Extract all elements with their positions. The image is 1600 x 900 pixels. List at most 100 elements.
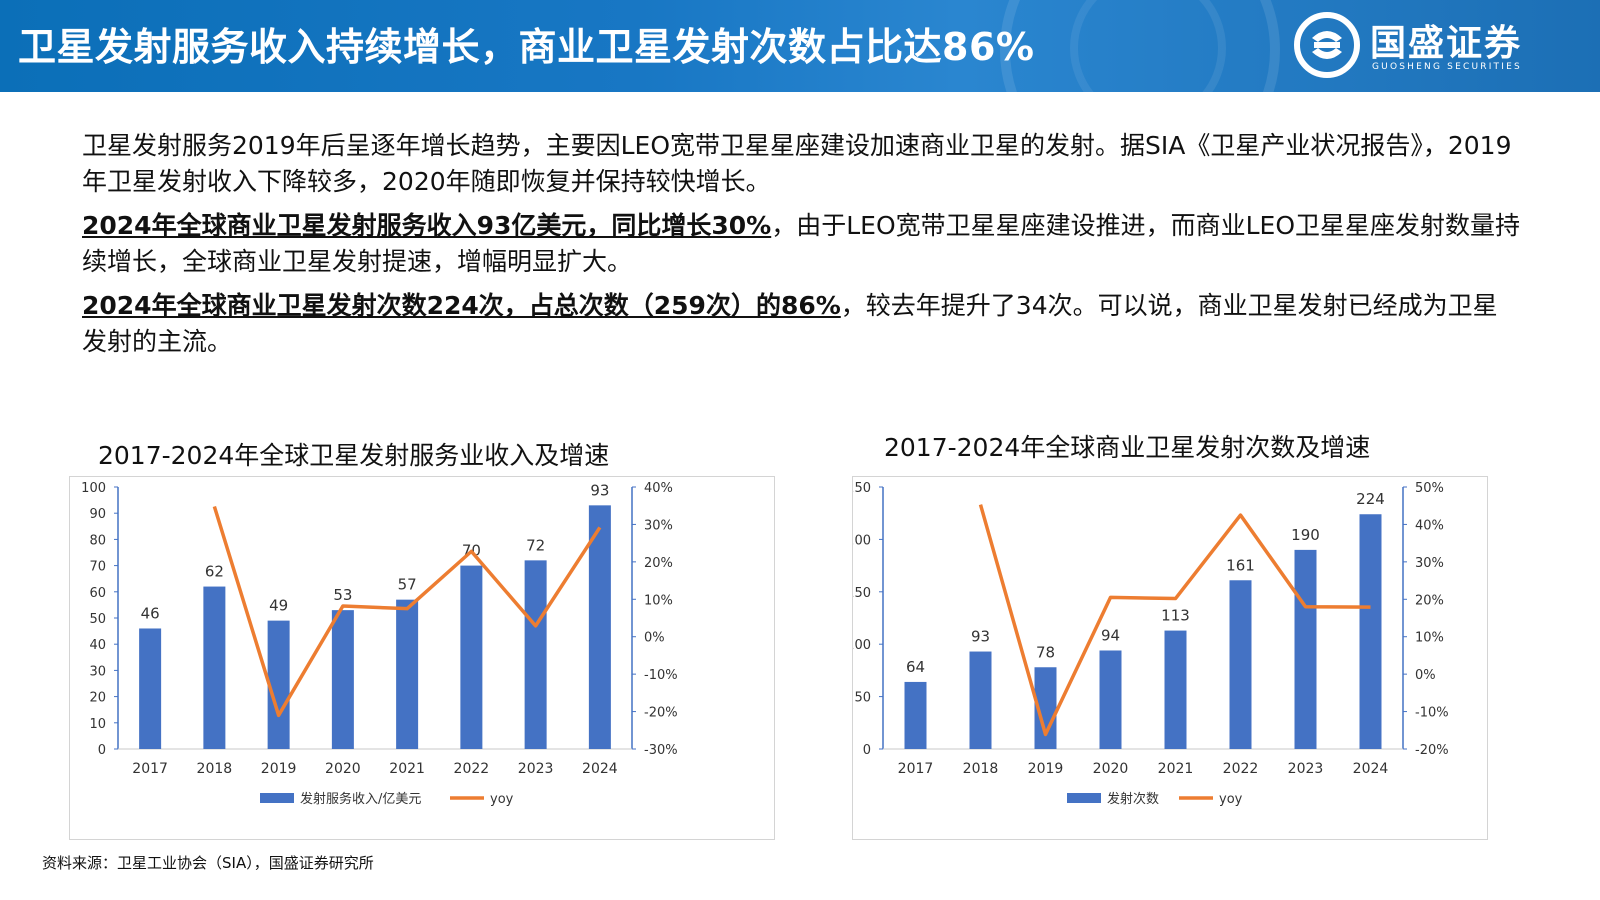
- chart-1-right-tick-label: 0%: [644, 631, 665, 646]
- chart-2-bar-label: 94: [1101, 626, 1120, 644]
- chart-1-bar: [588, 505, 611, 749]
- chart-2-right-tick-label: -10%: [1415, 706, 1449, 721]
- chart-2-bar: [1229, 580, 1252, 749]
- chart-2-x-tick-label: 2021: [1158, 761, 1194, 777]
- paragraph-2-text: ，由于LEO宽带卫星星座建设推进，而商业LEO卫星星座发射数量持续增长，全球商业…: [82, 211, 1521, 276]
- chart-2-left-tick-label: 100: [853, 638, 871, 653]
- chart-2-bar-label: 93: [971, 628, 990, 646]
- chart-1-left-tick-label: 40: [89, 638, 106, 653]
- chart-1-legend-swatch-bar: [260, 793, 294, 803]
- chart-1-left-tick-label: 80: [89, 533, 106, 548]
- decorative-ring: [1000, 0, 1280, 92]
- chart-1-right-tick-label: 10%: [644, 593, 673, 608]
- chart-2-x-tick-label: 2019: [1028, 761, 1064, 777]
- chart-2-yoy-line: [978, 504, 1371, 737]
- chart-1-bar-label: 53: [333, 586, 352, 604]
- chart-1-legend-label-bar: 发射服务收入/亿美元: [300, 791, 421, 807]
- chart-2-x-tick-label: 2024: [1353, 761, 1389, 777]
- chart-1-bar-label: 49: [269, 597, 288, 615]
- company-logo: 国盛证券 GUOSHENG SECURITIES: [1292, 10, 1552, 82]
- chart-1-bar-label: 57: [398, 576, 417, 594]
- chart-2-bar: [969, 651, 992, 749]
- logo-icon: [1294, 12, 1360, 78]
- chart-1-bar: [396, 599, 419, 749]
- chart-2-svg: 0 50 100 150 200 250 -20% -10% 0% 10% 20% 30% 40% 50%…: [846, 481, 1449, 807]
- chart-1-x-tick-label: 2020: [325, 761, 361, 777]
- paragraph-3-highlight: 2024年全球商业卫星发射次数224次，占总次数（259次）的86%: [82, 291, 841, 320]
- source-note: 资料来源：卫星工业协会（SIA），国盛证券研究所: [42, 854, 374, 872]
- chart-1-right-tick-label: 30%: [644, 518, 673, 533]
- chart-1-left-tick-label: 20: [89, 691, 106, 706]
- chart-2-x-tick-label: 2020: [1093, 761, 1129, 777]
- chart-1-right-tick-label: -10%: [644, 668, 678, 683]
- chart-1-left-tick-label: 0: [98, 743, 106, 758]
- page-title: 卫星发射服务收入持续增长，商业卫星发射次数占比达86%: [18, 25, 1035, 69]
- chart-1-right-tick-label: 40%: [644, 481, 673, 496]
- header-bar: 卫星发射服务收入持续增长，商业卫星发射次数占比达86% 国盛证券 GUOSHEN…: [0, 0, 1600, 92]
- chart-1-svg: 0 10 20 30 40 50 60 70 80 90 100 -30% -20% -10% 0% 10% 2…: [81, 481, 678, 807]
- chart-2-right-tick-label: 30%: [1415, 556, 1444, 571]
- chart-2-bar: [904, 681, 927, 749]
- chart-1-left-tick-label: 60: [89, 586, 106, 601]
- chart-2-bar: [1164, 630, 1187, 749]
- chart-2-x-tick-label: 2022: [1223, 761, 1259, 777]
- logo-text-cn: 国盛证券: [1370, 23, 1523, 64]
- chart-2-right-tick-label: -20%: [1415, 743, 1449, 758]
- chart-1-x-tick-label: 2023: [518, 761, 554, 777]
- chart-2-legend-swatch-bar: [1067, 793, 1101, 803]
- chart-1-bar: [203, 586, 226, 749]
- chart-1-bar-label: 93: [590, 481, 609, 499]
- logo-text-en: GUOSHENG SECURITIES: [1372, 62, 1522, 72]
- chart-1-left-tick-label: 90: [89, 507, 106, 522]
- chart-2-left-tick-label: 0: [863, 743, 871, 758]
- chart-1-left-tick-label: 10: [89, 717, 106, 732]
- chart-1-bar-label: 72: [526, 536, 545, 554]
- chart-1-left-tick-label: 100: [81, 481, 106, 496]
- chart-1-yoy-line: [212, 505, 602, 718]
- chart-2-title: 2017-2024年全球商业卫星发射次数及增速: [884, 433, 1371, 462]
- chart-1-bar: [267, 620, 290, 749]
- chart-1-bar: [331, 610, 354, 749]
- chart-2-right-tick-label: 50%: [1415, 481, 1444, 496]
- chart-2-left-tick-label: 50: [854, 691, 871, 706]
- chart-2-bar: [1359, 514, 1382, 749]
- paragraph-3: 2024年全球商业卫星发射次数224次，占总次数（259次）的86%，较去年提升…: [82, 288, 1522, 360]
- chart-2-bar-label: 78: [1036, 643, 1055, 661]
- chart-2-x-tick-label: 2017: [898, 761, 934, 777]
- chart-2-bar: [1034, 667, 1057, 749]
- chart-1-bar-label: 46: [141, 604, 160, 622]
- chart-1-x-tick-label: 2021: [389, 761, 425, 777]
- chart-2-legend-label-line: yoy: [1219, 792, 1243, 807]
- paragraph-1-text: 卫星发射服务2019年后呈逐年增长趋势，主要因LEO宽带卫星星座建设加速商业卫星…: [82, 131, 1512, 196]
- chart-2-bar-label: 64: [906, 658, 925, 676]
- chart-2-bar-label: 161: [1226, 556, 1255, 574]
- chart-1-right-tick-label: 20%: [644, 556, 673, 571]
- paragraph-3-text: ，较去年提升了34次。可以说，商业卫星发射已经成为卫星发射的主流。: [82, 291, 1498, 356]
- paragraph-1: 卫星发射服务2019年后呈逐年增长趋势，主要因LEO宽带卫星星座建设加速商业卫星…: [82, 128, 1522, 200]
- chart-2-left-tick-label: 200: [853, 533, 871, 548]
- chart-1-x-tick-label: 2022: [454, 761, 490, 777]
- chart-2-bar: [1294, 549, 1317, 749]
- chart-2: 0 50 100 150 200 250 -20% -10% 0% 10% 20% 30% 40% 50%…: [846, 476, 1488, 840]
- chart-2-legend-label-bar: 发射次数: [1107, 791, 1159, 807]
- decorative-ring-inner: [1070, 0, 1226, 92]
- chart-2-bar-label: 190: [1291, 526, 1320, 544]
- chart-2-right-tick-label: 20%: [1415, 593, 1444, 608]
- chart-2-right-tick-label: 40%: [1415, 518, 1444, 533]
- chart-1-right-tick-label: -20%: [644, 706, 678, 721]
- chart-1-left-tick-label: 30: [89, 664, 106, 679]
- chart-1-legend-label-line: yoy: [490, 792, 514, 807]
- chart-2-bar: [1099, 650, 1122, 749]
- chart-1-x-tick-label: 2017: [132, 761, 168, 777]
- paragraph-2: 2024年全球商业卫星发射服务收入93亿美元，同比增长30%，由于LEO宽带卫星…: [82, 208, 1522, 280]
- chart-2-left-tick-label: 150: [853, 586, 871, 601]
- chart-1-bar: [460, 565, 483, 749]
- chart-2-bar-label: 224: [1356, 490, 1385, 508]
- chart-1-x-tick-label: 2018: [197, 761, 233, 777]
- chart-2-left-tick-label: 250: [853, 481, 871, 496]
- chart-1-bar-label: 62: [205, 563, 224, 581]
- chart-1-left-tick-label: 70: [89, 560, 106, 575]
- chart-1-left-tick-label: 50: [89, 612, 106, 627]
- paragraph-2-highlight: 2024年全球商业卫星发射服务收入93亿美元，同比增长30%: [82, 211, 772, 240]
- chart-2-x-tick-label: 2018: [963, 761, 999, 777]
